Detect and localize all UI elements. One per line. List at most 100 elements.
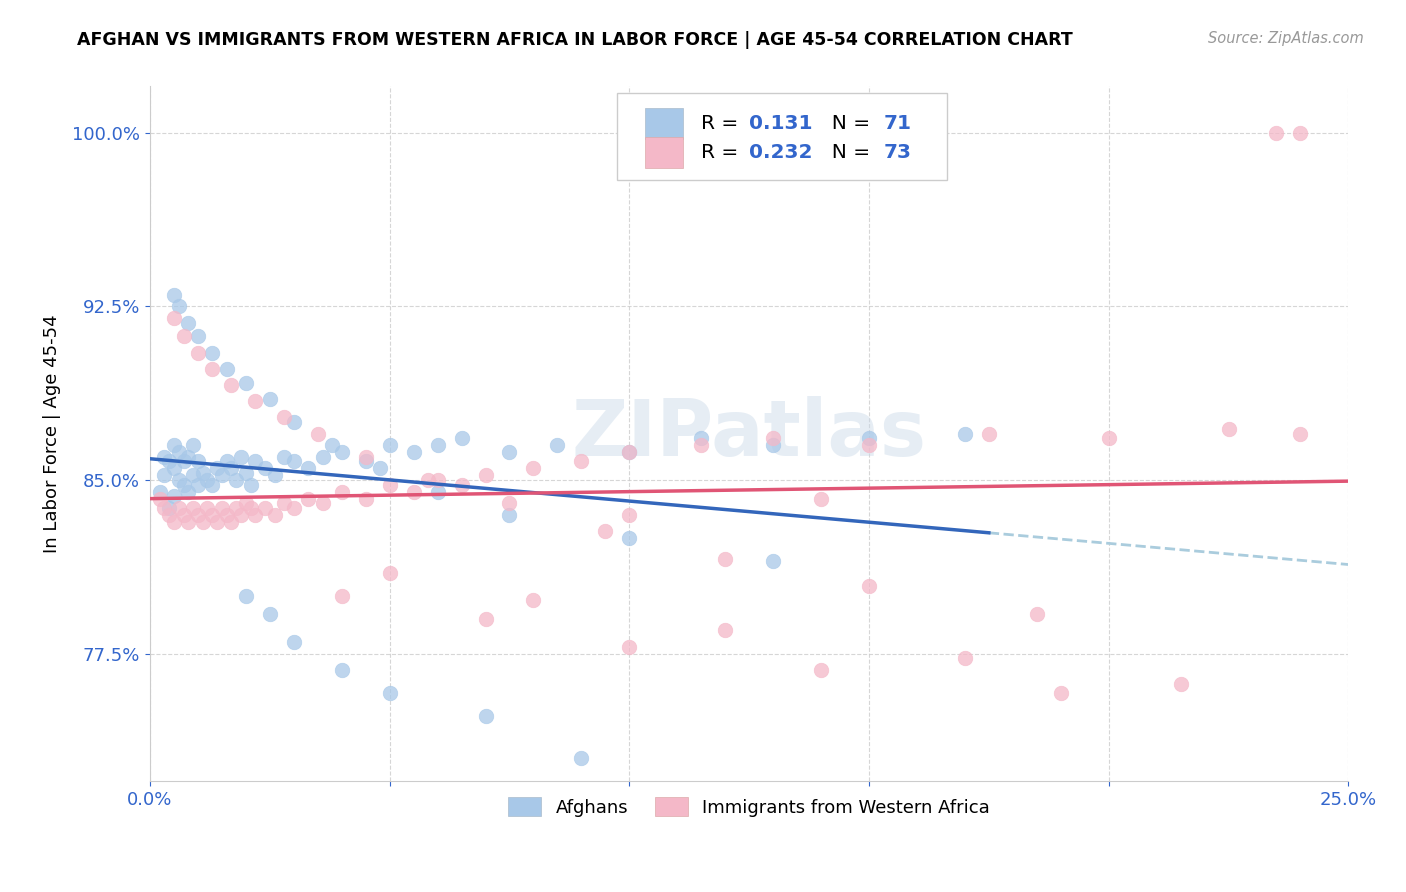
Point xyxy=(1025,607,1047,622)
Point xyxy=(167,445,190,459)
Point xyxy=(197,500,219,515)
Point xyxy=(953,651,976,665)
Point xyxy=(235,466,257,480)
Point xyxy=(690,438,713,452)
Point xyxy=(229,508,252,522)
Text: N =: N = xyxy=(818,143,876,161)
Point xyxy=(229,450,252,464)
Point xyxy=(225,500,247,515)
Point xyxy=(474,468,496,483)
Point xyxy=(201,508,224,522)
Point xyxy=(263,468,285,483)
Legend: Afghans, Immigrants from Western Africa: Afghans, Immigrants from Western Africa xyxy=(502,790,997,824)
Point xyxy=(163,287,186,301)
Point xyxy=(297,461,319,475)
Point xyxy=(330,663,353,677)
Point xyxy=(450,431,472,445)
Point xyxy=(354,491,377,506)
Point xyxy=(619,445,641,459)
Point xyxy=(273,410,295,425)
Point xyxy=(762,554,785,568)
Point xyxy=(619,531,641,545)
Point xyxy=(354,450,377,464)
Point xyxy=(177,450,200,464)
Point xyxy=(522,461,544,475)
Point xyxy=(1049,686,1071,700)
Point xyxy=(571,751,593,765)
Point xyxy=(157,508,180,522)
Point xyxy=(259,392,281,406)
Text: AFGHAN VS IMMIGRANTS FROM WESTERN AFRICA IN LABOR FORCE | AGE 45-54 CORRELATION : AFGHAN VS IMMIGRANTS FROM WESTERN AFRICA… xyxy=(77,31,1073,49)
Point xyxy=(215,454,238,468)
Point xyxy=(283,454,305,468)
Point xyxy=(619,445,641,459)
Point xyxy=(239,477,262,491)
Point xyxy=(157,500,180,515)
Point xyxy=(173,477,195,491)
Point xyxy=(378,477,401,491)
Point xyxy=(201,477,224,491)
Point xyxy=(858,580,880,594)
Point xyxy=(201,345,224,359)
Point xyxy=(245,454,267,468)
Point xyxy=(245,394,267,409)
Point xyxy=(714,551,737,566)
Point xyxy=(690,431,713,445)
Point xyxy=(167,299,190,313)
Point xyxy=(211,468,233,483)
Point xyxy=(354,454,377,468)
Point xyxy=(1289,426,1312,441)
Point xyxy=(498,445,520,459)
Point xyxy=(163,438,186,452)
Point xyxy=(810,663,832,677)
Point xyxy=(619,640,641,654)
Point xyxy=(498,496,520,510)
Point xyxy=(273,496,295,510)
Point xyxy=(215,362,238,376)
Point xyxy=(253,461,276,475)
Text: R =: R = xyxy=(702,113,745,133)
Point xyxy=(474,709,496,723)
Point xyxy=(173,329,195,343)
Point xyxy=(211,500,233,515)
Point xyxy=(330,484,353,499)
Point xyxy=(762,438,785,452)
Point xyxy=(167,473,190,487)
Point xyxy=(205,515,228,529)
Point xyxy=(253,500,276,515)
Point xyxy=(378,438,401,452)
Point xyxy=(378,686,401,700)
Point xyxy=(235,376,257,390)
Point xyxy=(522,593,544,607)
Point xyxy=(1098,431,1121,445)
FancyBboxPatch shape xyxy=(645,108,683,139)
Point xyxy=(235,496,257,510)
Point xyxy=(714,624,737,638)
Point xyxy=(1289,126,1312,140)
Point xyxy=(153,500,176,515)
Point xyxy=(157,454,180,468)
Point xyxy=(283,415,305,429)
Point xyxy=(263,508,285,522)
Point xyxy=(1218,422,1240,436)
Y-axis label: In Labor Force | Age 45-54: In Labor Force | Age 45-54 xyxy=(44,314,60,553)
Point xyxy=(235,589,257,603)
Point xyxy=(187,329,209,343)
Point xyxy=(215,508,238,522)
Point xyxy=(173,508,195,522)
Point xyxy=(619,508,641,522)
Text: R =: R = xyxy=(702,143,745,161)
Point xyxy=(498,508,520,522)
Text: Source: ZipAtlas.com: Source: ZipAtlas.com xyxy=(1208,31,1364,46)
Point xyxy=(546,438,568,452)
Point xyxy=(221,515,243,529)
Point xyxy=(163,489,186,503)
Point xyxy=(402,445,425,459)
Point xyxy=(416,473,439,487)
Point xyxy=(167,500,190,515)
Point xyxy=(330,445,353,459)
Point xyxy=(187,345,209,359)
Point xyxy=(201,362,224,376)
Point xyxy=(297,491,319,506)
Text: 71: 71 xyxy=(883,113,911,133)
